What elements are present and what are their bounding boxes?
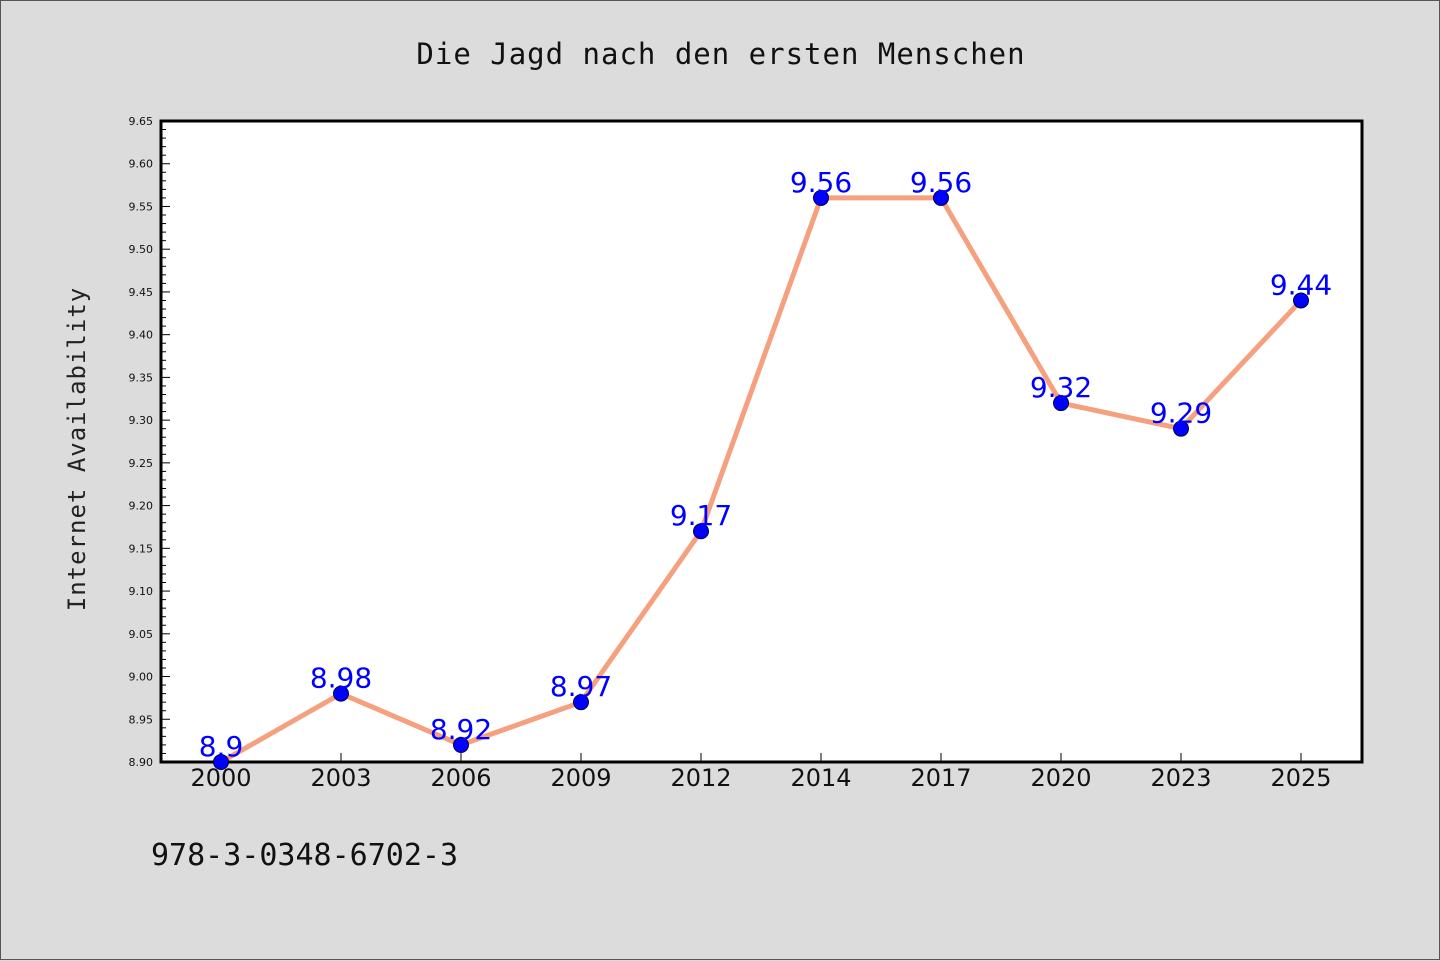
y-tick-label: 9.55 xyxy=(129,200,154,213)
data-point xyxy=(453,736,469,753)
data-point xyxy=(333,685,349,702)
x-tick-label: 2017 xyxy=(910,764,971,792)
y-tick-label: 9.35 xyxy=(129,371,154,384)
data-label: 8.9 xyxy=(199,730,244,763)
y-tick-label: 9.20 xyxy=(129,500,154,513)
y-tick-label: 9.25 xyxy=(129,457,154,470)
series-line xyxy=(218,195,1304,765)
data-label: 9.44 xyxy=(1270,268,1332,301)
x-tick-label: 2014 xyxy=(790,764,851,792)
x-tick-label: 2020 xyxy=(1030,764,1091,792)
data-point xyxy=(693,523,709,540)
y-tick-label: 9.45 xyxy=(129,286,154,299)
y-tick-label: 9.00 xyxy=(129,671,154,684)
y-tick-label: 9.50 xyxy=(129,243,154,256)
data-label: 9.17 xyxy=(670,499,732,532)
y-tick-label: 9.15 xyxy=(129,542,154,555)
x-tick-label: 2012 xyxy=(670,764,731,792)
x-tick-label: 2006 xyxy=(430,764,491,792)
y-tick-label: 8.95 xyxy=(129,713,154,726)
data-point xyxy=(813,189,829,206)
plot-area xyxy=(159,119,1364,764)
y-tick-label: 9.05 xyxy=(129,628,154,641)
data-point xyxy=(1173,420,1189,437)
y-tick-label: 8.90 xyxy=(129,756,154,769)
data-point xyxy=(573,694,589,711)
data-label: 9.32 xyxy=(1030,371,1092,404)
x-axis: 2000 2003 2006 2009 2012 2014 2017 2020 2023 2025 xyxy=(190,753,1332,792)
y-axis-label: Internet Availability xyxy=(63,287,91,611)
data-label: 9.56 xyxy=(790,166,852,199)
x-tick-label: 2003 xyxy=(310,764,371,792)
x-tick-label: 2025 xyxy=(1270,764,1331,792)
data-label: 8.98 xyxy=(310,662,372,695)
data-label: 8.97 xyxy=(550,670,612,703)
data-label: 8.92 xyxy=(430,713,492,746)
y-tick-label: 9.30 xyxy=(129,414,154,427)
x-tick-label: 2023 xyxy=(1150,764,1211,792)
x-tick-label: 2009 xyxy=(550,764,611,792)
data-point xyxy=(933,189,949,206)
data-point xyxy=(1053,395,1069,412)
data-label: 9.29 xyxy=(1150,397,1212,430)
data-point xyxy=(213,754,229,770)
y-axis: 8.90 8.95 9.00 9.05 9.10 9.15 9.20 9.25 9.30 9.35… xyxy=(129,115,170,769)
data-label: 9.56 xyxy=(910,166,972,199)
series-group: 8.9 8.98 8.92 8.97 9.17 9.56 9.56 9.32 9.29 9.44 xyxy=(199,166,1332,770)
isbn-text: 978-3-0348-6702-3 xyxy=(151,838,458,873)
y-tick-label: 9.10 xyxy=(129,585,154,598)
y-tick-label: 9.60 xyxy=(129,158,154,171)
chart-title: Die Jagd nach den ersten Menschen xyxy=(416,37,1025,71)
y-tick-label: 9.65 xyxy=(129,115,154,128)
y-tick-label: 9.40 xyxy=(129,329,154,342)
data-point xyxy=(1293,292,1309,309)
